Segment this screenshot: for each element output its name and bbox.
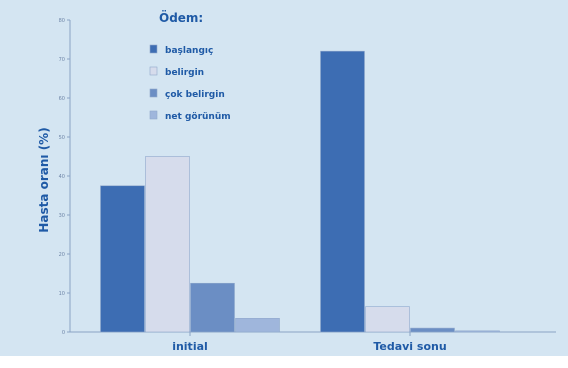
bar-0-0	[100, 185, 145, 333]
bar-chart: 0 10 20 30 40 50 60 70 80 initial Tedavi sonu Ödem…	[37, 10, 556, 353]
bar-1-1	[365, 306, 410, 333]
legend-swatch	[149, 88, 158, 98]
x-tick-label: initial	[172, 340, 208, 353]
legend: Ödem: başlangıç belirgin çok belirgin net gö…	[149, 10, 231, 122]
y-tick-label: 70	[59, 57, 65, 63]
y-tick-label: 0	[62, 330, 65, 336]
legend-label: belirgin	[165, 68, 204, 78]
legend-title: Ödem:	[159, 10, 203, 25]
y-axis-label: Hasta oranı (%)	[37, 127, 51, 232]
legend-label: net görünüm	[165, 112, 231, 122]
bar-1-3	[455, 330, 500, 333]
chart-background: 0 10 20 30 40 50 60 70 80 initial Tedavi sonu Ödem…	[0, 0, 568, 356]
legend-swatch	[149, 66, 158, 76]
y-tick-label: 80	[59, 18, 65, 24]
y-tick-label: 50	[59, 135, 65, 141]
y-tick-label: 40	[59, 174, 65, 180]
bar-0-2	[190, 282, 235, 333]
legend-swatch	[149, 44, 158, 54]
legend-swatch	[149, 110, 158, 120]
y-tick-label: 10	[59, 291, 65, 297]
y-tick-label: 20	[59, 252, 65, 258]
y-tick-label: 60	[59, 96, 65, 102]
bar-1-2	[410, 327, 455, 333]
bar-0-3	[235, 318, 280, 333]
bar-1-0	[320, 50, 365, 333]
x-tick-label: Tedavi sonu	[373, 340, 446, 353]
bars	[100, 50, 500, 333]
legend-label: çok belirgin	[165, 90, 225, 100]
bar-0-1	[145, 156, 190, 333]
y-tick-label: 30	[59, 213, 65, 219]
legend-label: başlangıç	[165, 46, 213, 56]
